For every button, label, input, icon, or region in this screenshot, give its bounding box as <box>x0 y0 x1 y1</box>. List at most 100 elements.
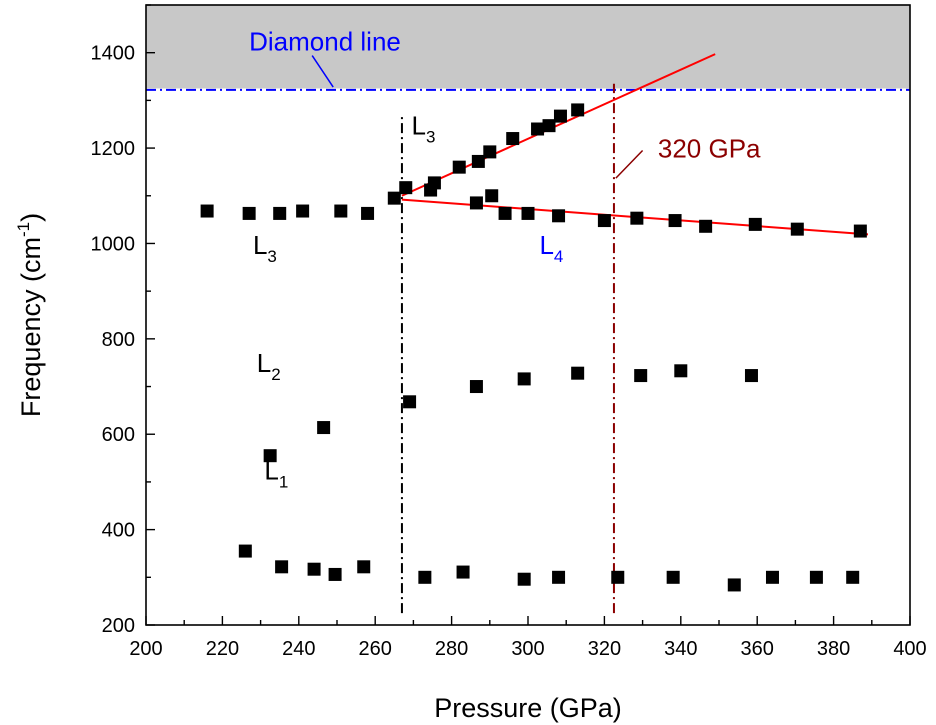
point-l1-5 <box>418 570 432 584</box>
annotation-l3-3: L3 <box>253 230 277 266</box>
y-tick-label-800: 800 <box>102 329 135 351</box>
y-tick-label-400: 400 <box>102 520 135 542</box>
point-l1-12 <box>765 570 779 584</box>
point-l2-8 <box>744 369 758 383</box>
point-l4-6 <box>630 211 644 225</box>
point-l1-13 <box>809 570 823 584</box>
leader-line-0 <box>311 55 334 88</box>
point-l1-14 <box>846 570 860 584</box>
point-l3-12 <box>483 145 497 159</box>
point-l1-10 <box>666 570 680 584</box>
annotation-l1-6: L1 <box>264 456 288 492</box>
point-l3-5 <box>361 206 375 220</box>
point-l3-7 <box>399 181 413 195</box>
y-tick-label-600: 600 <box>102 424 135 446</box>
point-l3-3 <box>296 204 310 218</box>
y-axis-title-tail: ) <box>16 213 46 222</box>
point-l1-3 <box>328 567 342 581</box>
x-axis-title: Pressure (GPa) <box>434 693 622 723</box>
point-l1-9 <box>611 570 625 584</box>
point-l1-2 <box>307 562 321 576</box>
point-l2-1 <box>317 421 331 435</box>
annotation-320-gpa-2: 320 GPa <box>658 134 761 164</box>
tick-labels: 200 220 240 260 280 300 320 340 360 380 400 200 400 6… <box>91 43 927 660</box>
annotation-subscript-4: 4 <box>554 247 563 266</box>
point-l4-2 <box>498 206 512 220</box>
point-l4-10 <box>790 222 804 236</box>
point-l1-7 <box>517 572 531 586</box>
point-l3-9 <box>427 176 441 190</box>
y-axis-title-main: Frequency (cm <box>16 237 46 417</box>
x-tick-label-340: 340 <box>664 638 697 660</box>
point-l2-3 <box>469 380 483 394</box>
y-axis-title: Frequency (cm-1) <box>14 213 46 417</box>
data-points <box>200 103 867 592</box>
point-l4-1 <box>485 189 499 203</box>
x-tick-label-280: 280 <box>435 638 468 660</box>
point-l3-13 <box>506 132 520 146</box>
point-l3-14 <box>531 122 545 136</box>
annotation-main-6: L <box>264 456 278 486</box>
point-l2-4 <box>517 372 531 386</box>
point-l4-0 <box>469 196 483 210</box>
annotation-main-0: Diamond line <box>249 26 401 56</box>
point-l3-0 <box>200 204 214 218</box>
reference-lines <box>146 83 910 614</box>
plot-frame <box>145 4 911 626</box>
y-tick-label-200: 200 <box>102 615 135 637</box>
point-l1-8 <box>552 570 566 584</box>
point-l3-6 <box>387 191 401 205</box>
x-tick-label-260: 260 <box>359 638 392 660</box>
annotation-subscript-3: 3 <box>267 247 276 266</box>
annotation-main-1: L <box>411 111 425 141</box>
axis-ticks <box>145 4 911 626</box>
shaded-region <box>146 5 910 89</box>
point-l4-4 <box>552 209 566 223</box>
annotation-l3-1: L3 <box>411 111 435 147</box>
annotation-diamond-line-0: Diamond line <box>249 26 401 56</box>
annotation-main-4: L <box>539 230 553 260</box>
annotation-subscript-5: 2 <box>271 365 280 384</box>
x-tick-label-240: 240 <box>282 638 315 660</box>
point-l3-16 <box>553 109 567 123</box>
x-tick-label-300: 300 <box>511 638 544 660</box>
point-l3-4 <box>334 204 348 218</box>
annotation-l4-4: L4 <box>539 230 563 266</box>
x-tick-label-360: 360 <box>741 638 774 660</box>
annotation-subscript-1: 3 <box>426 128 435 147</box>
annotation-subscript-6: 1 <box>279 473 288 492</box>
point-l3-2 <box>273 206 287 220</box>
annotation-l2-5: L2 <box>257 348 281 384</box>
point-l4-5 <box>597 214 611 228</box>
point-l3-17 <box>571 103 585 117</box>
point-l2-7 <box>674 364 688 378</box>
point-l2-2 <box>403 395 417 409</box>
point-l3-10 <box>452 160 466 174</box>
point-l4-11 <box>853 224 867 238</box>
x-tick-label-380: 380 <box>817 638 850 660</box>
point-l2-5 <box>571 366 585 380</box>
point-l4-8 <box>699 219 713 233</box>
point-l1-4 <box>357 560 371 574</box>
annotation-main-3: L <box>253 230 267 260</box>
annotation-leaders <box>311 55 644 179</box>
y-tick-label-1200: 1200 <box>91 138 136 160</box>
point-l1-6 <box>456 565 470 579</box>
x-tick-label-400: 400 <box>893 638 926 660</box>
point-l1-0 <box>238 544 252 558</box>
leader-line-1 <box>615 149 644 179</box>
y-tick-label-1400: 1400 <box>91 43 136 65</box>
annotation-main-2: 320 GPa <box>658 134 761 164</box>
point-l3-11 <box>471 154 485 168</box>
point-l1-11 <box>727 578 741 592</box>
point-l4-9 <box>748 217 762 231</box>
point-l4-7 <box>668 214 682 228</box>
x-tick-label-320: 320 <box>588 638 621 660</box>
y-axis-title-sup: -1 <box>14 222 33 237</box>
point-l2-0 <box>263 449 277 463</box>
annotation-main-5: L <box>257 348 271 378</box>
point-l2-6 <box>634 369 648 383</box>
point-l3-1 <box>242 206 256 220</box>
